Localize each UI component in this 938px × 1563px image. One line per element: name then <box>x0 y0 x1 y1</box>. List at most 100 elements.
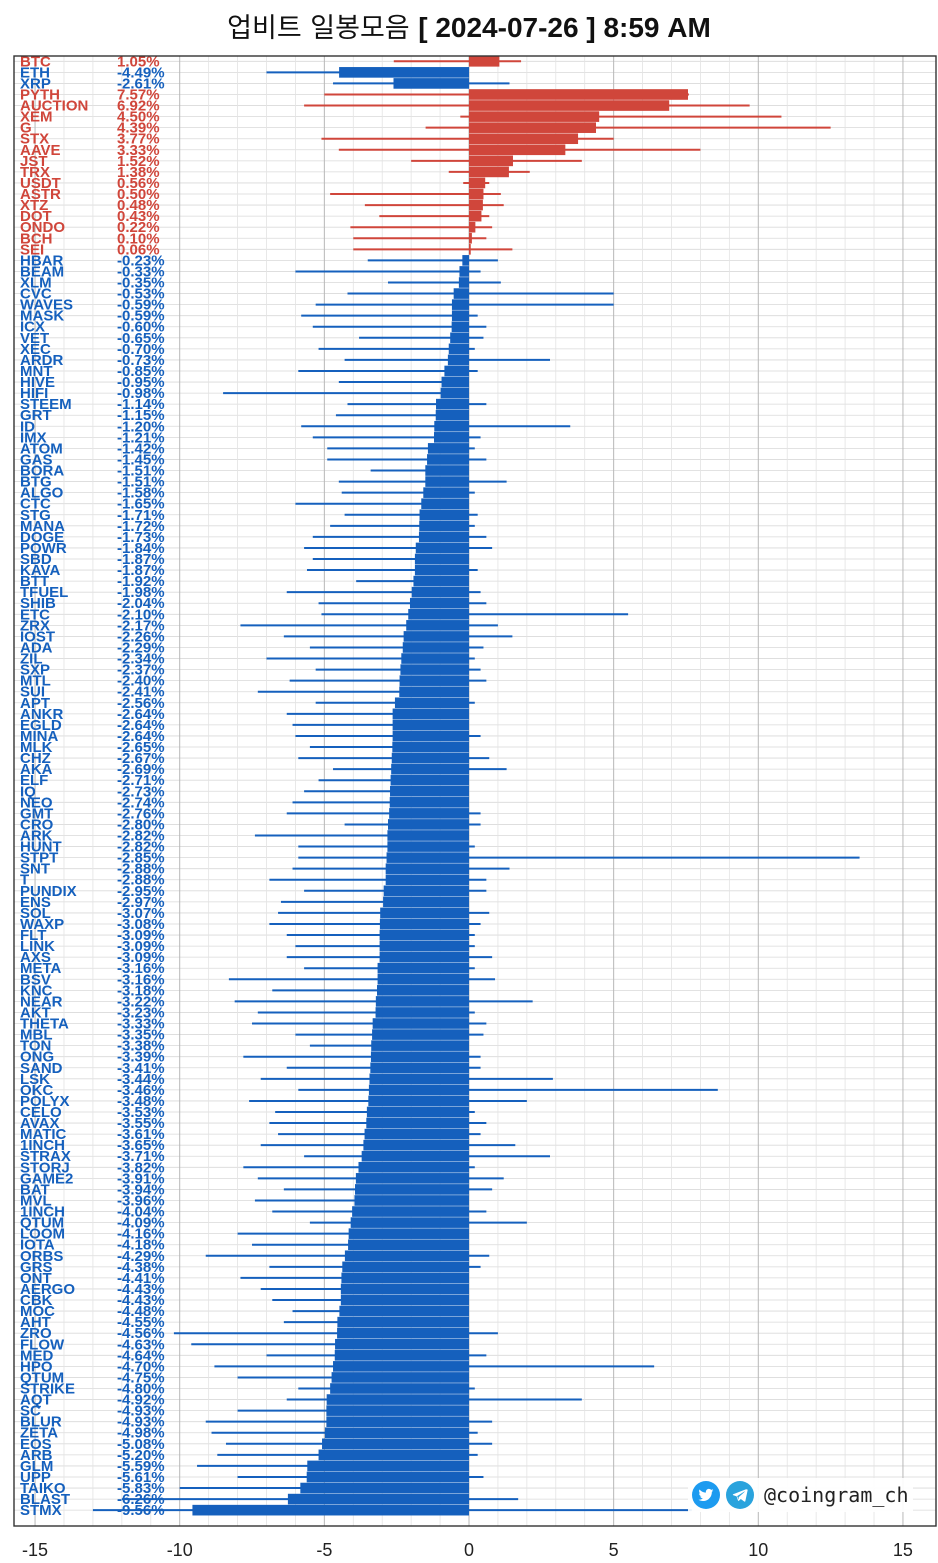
coin-percent-label: -4.48% <box>117 1303 165 1320</box>
coin-ticker-label: GRT <box>20 407 52 424</box>
coin-ticker-label: APT <box>20 695 50 712</box>
telegram-plane-icon[interactable] <box>726 1481 754 1509</box>
x-tick-label: -5 <box>316 1540 332 1560</box>
coin-percent-label: -2.34% <box>117 651 165 668</box>
change-bar <box>348 1228 469 1239</box>
change-bar <box>469 144 566 156</box>
coin-percent-label: -1.65% <box>117 496 165 513</box>
coin-ticker-label: ETC <box>20 606 50 623</box>
coin-percent-label: -4.93% <box>117 1414 165 1431</box>
coin-ticker-label: CRO <box>20 816 54 833</box>
coin-percent-label: -0.23% <box>117 252 165 269</box>
change-bar <box>385 874 469 886</box>
coin-percent-label: -4.04% <box>117 1204 165 1221</box>
coin-percent-label: 4.50% <box>117 109 160 126</box>
change-bar <box>453 288 469 299</box>
change-bar <box>331 1372 469 1383</box>
coin-ticker-label: ONG <box>20 1049 54 1066</box>
coin-ticker-label: ARDR <box>20 352 63 369</box>
change-bar <box>399 686 469 698</box>
coin-ticker-label: WAXP <box>20 916 64 933</box>
change-bar <box>368 1084 469 1096</box>
coin-ticker-label: SNT <box>20 861 50 878</box>
change-bar <box>403 631 469 642</box>
coin-percent-label: -0.73% <box>117 352 165 369</box>
coin-percent-label: -2.85% <box>117 850 165 867</box>
coin-ticker-label: KNC <box>20 982 53 999</box>
coin-ticker-label: ALGO <box>20 485 64 502</box>
coin-percent-label: -3.18% <box>117 982 165 999</box>
change-bar <box>370 1051 469 1063</box>
coin-percent-label: -4.18% <box>117 1237 165 1254</box>
coin-ticker-label: MTL <box>20 673 51 690</box>
coin-ticker-label: IQ <box>20 783 36 800</box>
change-bar <box>340 1294 469 1306</box>
bar-layer <box>192 55 689 1516</box>
change-bar <box>192 1504 469 1516</box>
credit-handle[interactable]: @coingram_ch <box>764 1483 909 1507</box>
coin-ticker-label: SEI <box>20 241 44 258</box>
change-bar <box>469 210 482 222</box>
coin-ticker-label: MOC <box>20 1303 55 1320</box>
coin-percent-label: 0.43% <box>117 208 160 225</box>
coin-percent-label: -1.58% <box>117 485 165 502</box>
coin-percent-label: -2.41% <box>117 684 165 701</box>
twitter-bird-icon[interactable] <box>692 1481 720 1509</box>
change-bar <box>361 1150 469 1162</box>
coin-percent-label: -3.82% <box>117 1159 165 1176</box>
coin-ticker-label: IOST <box>20 628 55 645</box>
coin-ticker-label: MANA <box>20 518 65 535</box>
change-bar <box>425 476 469 487</box>
coin-percent-label: -2.73% <box>117 783 165 800</box>
change-bar <box>375 1007 469 1018</box>
coin-ticker-label: XTZ <box>20 197 48 214</box>
coin-percent-label: -1.73% <box>117 529 165 546</box>
coin-percent-label: -2.74% <box>117 794 165 811</box>
coin-percent-label: -2.64% <box>117 706 165 723</box>
coin-percent-label: -1.87% <box>117 551 165 568</box>
coin-percent-label: -2.04% <box>117 595 165 612</box>
coin-percent-label: -1.98% <box>117 584 165 601</box>
tick-layer: -15 -10 -5 0 5 10 15 <box>22 1540 913 1560</box>
change-bar <box>401 653 469 664</box>
coin-ticker-label: STG <box>20 507 51 524</box>
coin-percent-label: -2.71% <box>117 772 165 789</box>
coin-percent-label: -3.09% <box>117 927 165 944</box>
change-bar <box>318 1449 469 1461</box>
coin-ticker-label: CBK <box>20 1292 53 1309</box>
coin-ticker-label: QTUM <box>20 1215 64 1232</box>
change-bar <box>335 1338 469 1350</box>
change-bar <box>339 1305 469 1317</box>
coin-ticker-label: MASK <box>20 308 64 325</box>
coin-ticker-label: STRAX <box>20 1148 71 1165</box>
coin-ticker-label: HPO <box>20 1358 53 1375</box>
change-bar <box>406 620 469 631</box>
change-bar <box>390 785 469 797</box>
change-bar <box>459 266 469 277</box>
coin-ticker-label: GMT <box>20 805 53 822</box>
coin-ticker-label: ETH <box>20 64 50 81</box>
change-bar <box>394 697 469 709</box>
credit-badge[interactable]: @coingram_ch <box>688 1478 913 1512</box>
coin-percent-label: 1.52% <box>117 153 160 170</box>
coin-percent-label: 0.50% <box>117 186 160 203</box>
change-bar <box>350 1217 469 1228</box>
coin-ticker-label: BTT <box>20 573 49 590</box>
coin-ticker-label: NEAR <box>20 993 63 1010</box>
coin-ticker-label: MINA <box>20 728 58 745</box>
coin-percent-label: -4.63% <box>117 1336 165 1353</box>
coin-ticker-label: BTG <box>20 474 52 491</box>
change-bar <box>440 387 469 399</box>
coin-ticker-label: CELO <box>20 1104 62 1121</box>
change-bar <box>387 819 469 830</box>
change-bar <box>448 343 469 355</box>
coin-ticker-label: ATOM <box>20 440 63 457</box>
coin-percent-label: -0.35% <box>117 275 165 292</box>
change-bar <box>307 1460 469 1472</box>
coin-ticker-label: GLM <box>20 1458 53 1475</box>
change-bar <box>392 708 469 720</box>
x-tick-label: -10 <box>167 1540 193 1560</box>
change-bar <box>469 221 476 233</box>
coin-percent-label: -3.38% <box>117 1038 165 1055</box>
